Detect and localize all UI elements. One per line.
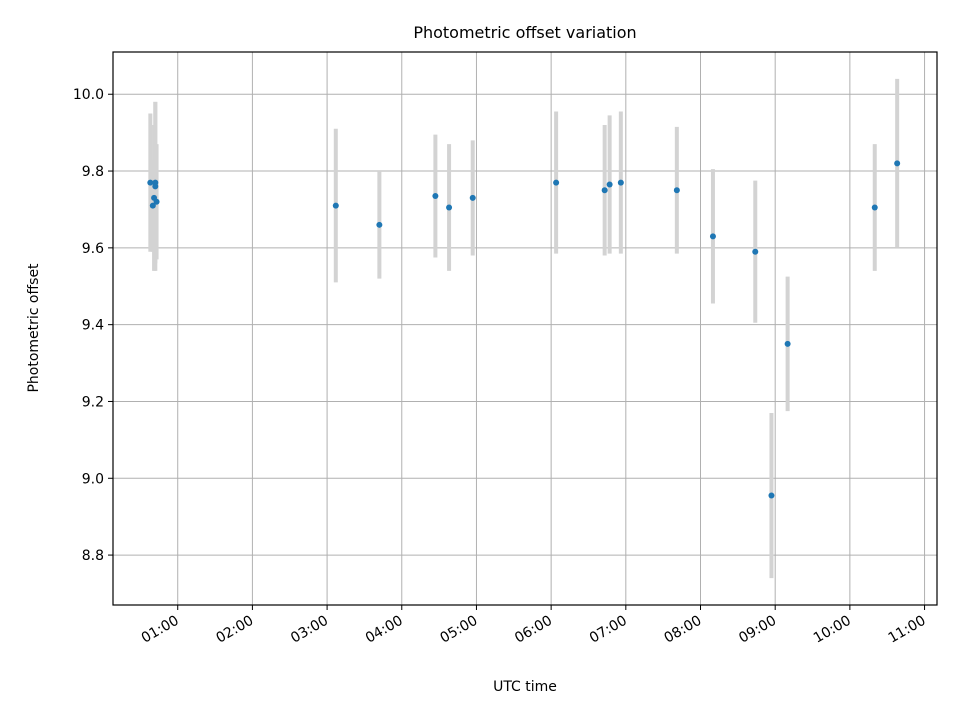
plot-frame bbox=[112, 51, 938, 606]
y-tick-label: 9.4 bbox=[82, 318, 104, 334]
error-bars bbox=[148, 78, 900, 579]
data-point bbox=[152, 183, 159, 190]
data-point bbox=[469, 194, 476, 201]
y-tick-label: 10.0 bbox=[73, 87, 104, 103]
data-points bbox=[147, 160, 901, 499]
data-point bbox=[768, 492, 775, 499]
data-point bbox=[673, 187, 680, 194]
x-tick-label: 05:00 bbox=[438, 613, 481, 647]
x-tick-label: 02:00 bbox=[213, 613, 256, 647]
data-point bbox=[376, 221, 383, 228]
x-tick-label: 10:00 bbox=[811, 613, 854, 647]
y-tick-label: 9.6 bbox=[82, 241, 104, 257]
data-point bbox=[871, 204, 878, 211]
x-tick-label: 03:00 bbox=[288, 613, 331, 647]
data-point bbox=[553, 179, 560, 186]
data-point bbox=[617, 179, 624, 186]
data-point bbox=[752, 248, 759, 255]
y-tick-label: 9.2 bbox=[82, 394, 104, 410]
x-axis-label: UTC time bbox=[493, 679, 557, 695]
data-point bbox=[332, 202, 339, 209]
x-tick-label: 04:00 bbox=[363, 613, 406, 647]
data-point bbox=[446, 204, 453, 211]
data-point bbox=[894, 160, 901, 167]
data-point bbox=[432, 193, 439, 200]
x-tick-label: 07:00 bbox=[587, 613, 630, 647]
x-tick-label: 08:00 bbox=[662, 613, 705, 647]
x-tick-label: 11:00 bbox=[886, 613, 929, 647]
grid-lines bbox=[113, 52, 937, 605]
data-point bbox=[153, 198, 160, 205]
chart-title: Photometric offset variation bbox=[413, 23, 636, 42]
y-axis-label: Photometric offset bbox=[26, 263, 42, 393]
data-point bbox=[709, 233, 716, 240]
data-point bbox=[147, 179, 154, 186]
y-tick-label: 9.0 bbox=[82, 471, 104, 487]
data-point bbox=[606, 181, 613, 188]
y-tick-label: 8.8 bbox=[82, 548, 104, 564]
data-point bbox=[601, 187, 608, 194]
x-axis-ticks: 01:00 02:00 03:00 04:00 05:00 06:00 07:00 08:00… bbox=[139, 605, 929, 647]
y-axis-ticks: 8.8 9.0 9.2 9.4 9.6 9.8 10.0 bbox=[73, 87, 113, 564]
data-point bbox=[149, 202, 156, 209]
data-point bbox=[784, 340, 791, 347]
x-tick-label: 09:00 bbox=[736, 613, 779, 647]
x-tick-label: 06:00 bbox=[512, 613, 555, 647]
y-tick-label: 9.8 bbox=[82, 164, 104, 180]
x-tick-label: 01:00 bbox=[139, 613, 182, 647]
